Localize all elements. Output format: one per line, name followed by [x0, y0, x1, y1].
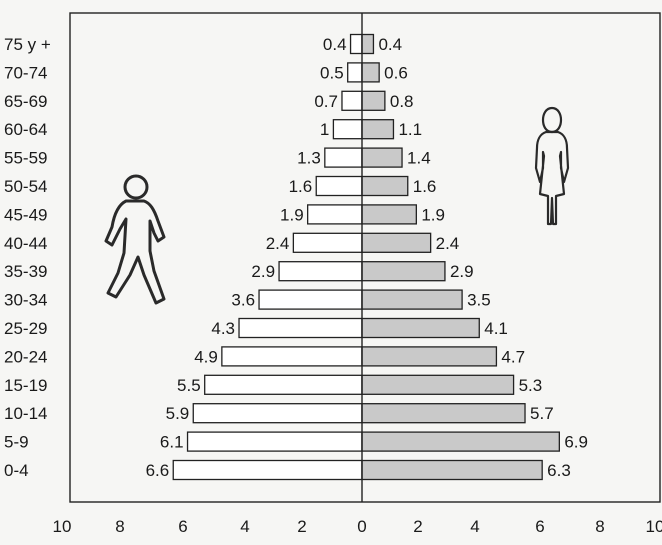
category-label: 75 y +	[4, 35, 51, 54]
category-label: 20-24	[4, 347, 47, 366]
right-bar	[361, 346, 498, 367]
left-value-label: 5.9	[166, 404, 190, 423]
right-bar	[361, 147, 403, 168]
right-bar	[361, 232, 432, 253]
right-value-label: 4.1	[484, 319, 508, 338]
left-value-label: 1.9	[280, 205, 304, 224]
x-tick-label: 4	[240, 517, 249, 536]
right-bar	[361, 403, 526, 424]
right-bar	[361, 204, 417, 225]
left-value-label: 1.3	[297, 149, 321, 168]
x-tick-label: 6	[178, 517, 187, 536]
right-value-label: 3.5	[467, 291, 491, 310]
right-value-label: 5.7	[530, 404, 554, 423]
right-bar	[361, 33, 375, 55]
left-bar	[349, 33, 363, 55]
right-value-label: 6.3	[547, 461, 571, 480]
left-value-label: 5.5	[177, 376, 201, 395]
category-label: 65-69	[4, 92, 47, 111]
category-label: 5-9	[4, 433, 29, 452]
category-label: 30-34	[4, 291, 47, 310]
right-value-label: 1.1	[398, 120, 422, 139]
right-value-label: 4.7	[501, 347, 525, 366]
left-bar	[172, 459, 363, 481]
left-bar	[204, 374, 363, 395]
left-bar	[221, 346, 363, 367]
bars-layer	[172, 33, 560, 481]
left-value-label: 0.7	[314, 92, 338, 111]
left-bar	[186, 431, 363, 452]
right-value-label: 1.9	[421, 205, 445, 224]
right-value-label: 2.9	[450, 262, 474, 281]
right-bar	[361, 317, 480, 339]
category-label: 50-54	[4, 177, 47, 196]
right-bar	[361, 431, 560, 452]
left-value-label: 2.4	[266, 234, 290, 253]
left-bar	[315, 175, 363, 197]
right-bar	[361, 62, 380, 83]
left-bar	[307, 204, 363, 225]
right-value-label: 0.6	[384, 63, 408, 82]
right-value-label: 1.4	[407, 149, 431, 168]
right-value-label: 2.4	[436, 234, 460, 253]
male-figure-icon	[104, 174, 166, 305]
left-bar	[192, 403, 363, 424]
female-figure-icon	[534, 106, 570, 226]
x-axis-ticks: 10 8 6 4 2 0 2 4 6 8 10	[53, 517, 662, 536]
category-label: 55-59	[4, 149, 47, 168]
left-bar	[332, 119, 363, 140]
right-value-label: 5.3	[519, 376, 543, 395]
category-label: 40-44	[4, 234, 47, 253]
category-label: 15-19	[4, 376, 47, 395]
left-value-label: 4.9	[194, 347, 218, 366]
category-label: 45-49	[4, 205, 47, 224]
right-bar	[361, 175, 409, 197]
right-value-label: 6.9	[564, 433, 588, 452]
category-label: 35-39	[4, 262, 47, 281]
x-tick-label: 10	[646, 517, 662, 536]
right-bar	[361, 459, 543, 481]
left-value-label: 4.3	[211, 319, 235, 338]
x-tick-label: 8	[115, 517, 124, 536]
labels-layer: 75 y + 0.4 0.4 70-74 0.5 0.6 65-69 0.7 0.8 60-64 1…	[4, 35, 588, 480]
left-value-label: 1	[320, 120, 329, 139]
left-bar	[324, 147, 363, 168]
left-value-label: 6.6	[146, 461, 170, 480]
right-value-label: 0.8	[390, 92, 414, 111]
left-bar	[278, 261, 363, 282]
left-bar	[341, 90, 363, 111]
right-bar	[361, 261, 446, 282]
left-value-label: 6.1	[160, 433, 184, 452]
right-bar	[361, 90, 386, 111]
plot-frame	[69, 12, 661, 503]
category-label: 60-64	[4, 120, 47, 139]
left-value-label: 1.6	[289, 177, 313, 196]
x-tick-label: 0	[357, 517, 366, 536]
right-bar	[361, 289, 463, 310]
x-tick-label: 6	[535, 517, 544, 536]
x-tick-label: 10	[53, 517, 72, 536]
category-label: 25-29	[4, 319, 47, 338]
x-tick-label: 8	[595, 517, 604, 536]
left-bar	[347, 62, 363, 83]
left-bar	[238, 317, 363, 339]
x-tick-label: 2	[297, 517, 306, 536]
right-value-label: 1.6	[413, 177, 437, 196]
category-label: 10-14	[4, 404, 47, 423]
left-value-label: 0.4	[323, 35, 347, 54]
x-tick-label: 2	[413, 517, 422, 536]
right-value-label: 0.4	[378, 35, 402, 54]
left-value-label: 3.6	[231, 291, 255, 310]
x-tick-label: 4	[470, 517, 479, 536]
category-label: 0-4	[4, 461, 29, 480]
right-bar	[361, 119, 395, 140]
left-bar	[292, 232, 363, 253]
left-bar	[258, 289, 363, 310]
left-value-label: 2.9	[251, 262, 275, 281]
right-bar	[361, 374, 515, 395]
category-label: 70-74	[4, 63, 47, 82]
left-value-label: 0.5	[320, 63, 344, 82]
